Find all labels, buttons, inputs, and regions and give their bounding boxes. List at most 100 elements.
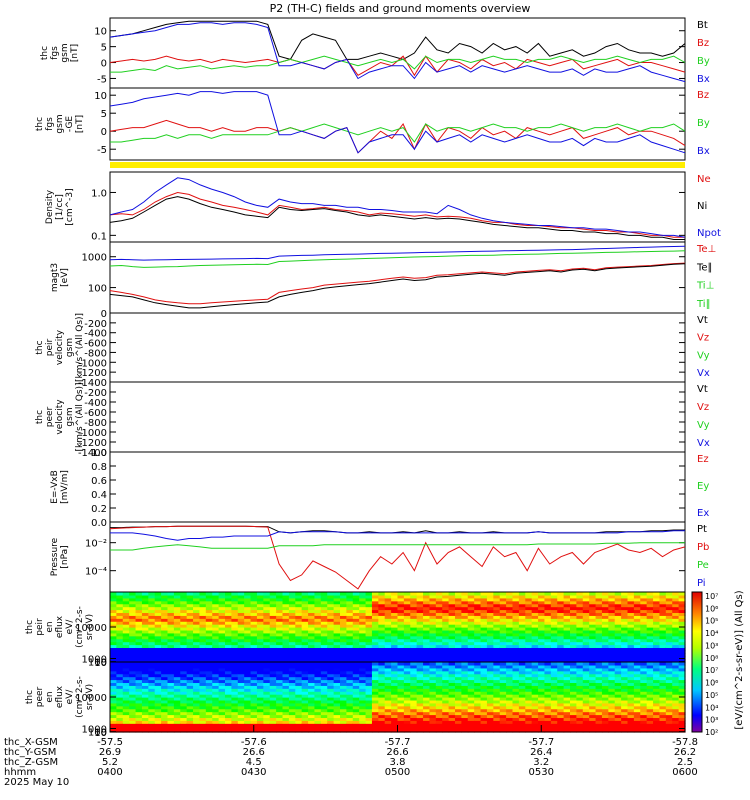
heatmap-cell bbox=[608, 717, 616, 721]
heatmap-cell bbox=[570, 682, 577, 686]
heatmap-cell bbox=[340, 606, 347, 611]
heatmap-cell bbox=[205, 592, 213, 596]
y-axis-label-line: thc bbox=[35, 117, 45, 131]
heatmap-cell bbox=[327, 673, 335, 678]
heatmap-cell bbox=[653, 699, 661, 704]
heatmap-cell bbox=[237, 644, 245, 649]
heatmap-cell bbox=[269, 705, 277, 710]
heatmap-cell bbox=[276, 662, 284, 666]
heatmap-cell bbox=[282, 641, 290, 646]
heatmap-cell bbox=[614, 606, 622, 611]
heatmap-cell bbox=[122, 635, 130, 640]
heatmap-cell bbox=[263, 650, 271, 654]
heatmap-cell bbox=[244, 594, 252, 599]
heatmap-cell bbox=[672, 600, 680, 605]
heatmap-cell bbox=[141, 726, 149, 730]
heatmap-cell bbox=[563, 664, 571, 669]
heatmap-cell bbox=[538, 615, 546, 619]
heatmap-cell bbox=[614, 708, 622, 713]
heatmap-cell bbox=[288, 676, 296, 681]
heatmap-cell bbox=[161, 644, 169, 649]
heatmap-cell bbox=[135, 717, 143, 721]
y-axis-label-line: gsm bbox=[65, 407, 75, 426]
heatmap-cell bbox=[576, 708, 584, 713]
heatmap-cell bbox=[621, 638, 629, 643]
heatmap-cell bbox=[173, 594, 181, 599]
heatmap-cell bbox=[435, 659, 443, 663]
heatmap-cell bbox=[186, 676, 194, 681]
heatmap-cell bbox=[186, 612, 194, 616]
heatmap-cell bbox=[525, 632, 533, 637]
heatmap-cell bbox=[570, 592, 577, 596]
heatmap-cell bbox=[563, 606, 571, 611]
heatmap-cell bbox=[665, 656, 673, 660]
heatmap-cell bbox=[378, 597, 386, 602]
heatmap-cell bbox=[646, 697, 654, 701]
heatmap-cell bbox=[442, 606, 450, 611]
heatmap-cell bbox=[129, 624, 137, 628]
heatmap-cell bbox=[423, 592, 431, 596]
heatmap-cell bbox=[633, 705, 641, 710]
heatmap-cell bbox=[237, 603, 245, 608]
heatmap-cell bbox=[122, 638, 130, 643]
heatmap-cell bbox=[659, 603, 667, 608]
heatmap-cell bbox=[442, 714, 450, 719]
heatmap-cell bbox=[237, 705, 245, 710]
heatmap-cell bbox=[601, 679, 609, 684]
heatmap-cell bbox=[173, 632, 181, 637]
heatmap-cell bbox=[391, 685, 399, 689]
heatmap-cell bbox=[429, 632, 437, 637]
heatmap-cell bbox=[129, 659, 137, 663]
heatmap-cell bbox=[288, 670, 296, 675]
legend-Vx: Vx bbox=[697, 438, 710, 449]
heatmap-cell bbox=[518, 612, 526, 616]
heatmap-cell bbox=[244, 653, 252, 657]
heatmap-cell bbox=[263, 699, 271, 704]
heatmap-cell bbox=[327, 726, 335, 730]
heatmap-cell bbox=[320, 729, 328, 733]
series-line-Pe bbox=[110, 542, 685, 551]
heatmap-cell bbox=[416, 679, 424, 684]
heatmap-cell bbox=[646, 624, 654, 628]
heatmap-cell bbox=[110, 650, 117, 654]
heatmap-cell bbox=[678, 664, 686, 669]
heatmap-cell bbox=[672, 697, 680, 701]
colorbar-label: 10⁵ bbox=[705, 617, 718, 626]
heatmap-cell bbox=[384, 714, 392, 719]
heatmap-cell bbox=[512, 667, 520, 672]
heatmap-cell bbox=[333, 673, 341, 678]
heatmap-cell bbox=[518, 679, 526, 684]
heatmap-cell bbox=[231, 600, 239, 605]
heatmap-cell bbox=[633, 679, 641, 684]
heatmap-cell bbox=[231, 629, 239, 634]
heatmap-cell bbox=[403, 650, 411, 654]
heatmap-cell bbox=[154, 653, 162, 657]
heatmap-cell bbox=[653, 632, 661, 637]
heatmap-cell bbox=[384, 699, 392, 704]
heatmap-cell bbox=[678, 729, 686, 733]
heatmap-cell bbox=[563, 729, 571, 733]
heatmap-cell bbox=[378, 662, 386, 666]
heatmap-cell bbox=[506, 699, 514, 704]
heatmap-cell bbox=[141, 717, 149, 721]
heatmap-cell bbox=[403, 632, 411, 637]
heatmap-cell bbox=[423, 729, 431, 733]
heatmap-cell bbox=[199, 670, 207, 675]
heatmap-cell bbox=[129, 632, 137, 637]
heatmap-cell bbox=[557, 635, 565, 640]
heatmap-cell bbox=[640, 691, 648, 695]
heatmap-cell bbox=[173, 592, 181, 596]
heatmap-cell bbox=[595, 629, 603, 634]
heatmap-cell bbox=[301, 612, 309, 616]
heatmap-cell bbox=[474, 688, 482, 692]
heatmap-cell bbox=[141, 656, 149, 660]
heatmap-cell bbox=[141, 624, 149, 628]
heatmap-cell bbox=[250, 597, 258, 602]
heatmap-cell bbox=[435, 676, 443, 681]
heatmap-cell bbox=[595, 641, 603, 646]
heatmap-cell bbox=[148, 644, 156, 649]
heatmap-cell bbox=[627, 653, 635, 657]
heatmap-cell bbox=[186, 600, 194, 605]
heatmap-cell bbox=[301, 650, 309, 654]
heatmap-cell bbox=[384, 726, 392, 730]
